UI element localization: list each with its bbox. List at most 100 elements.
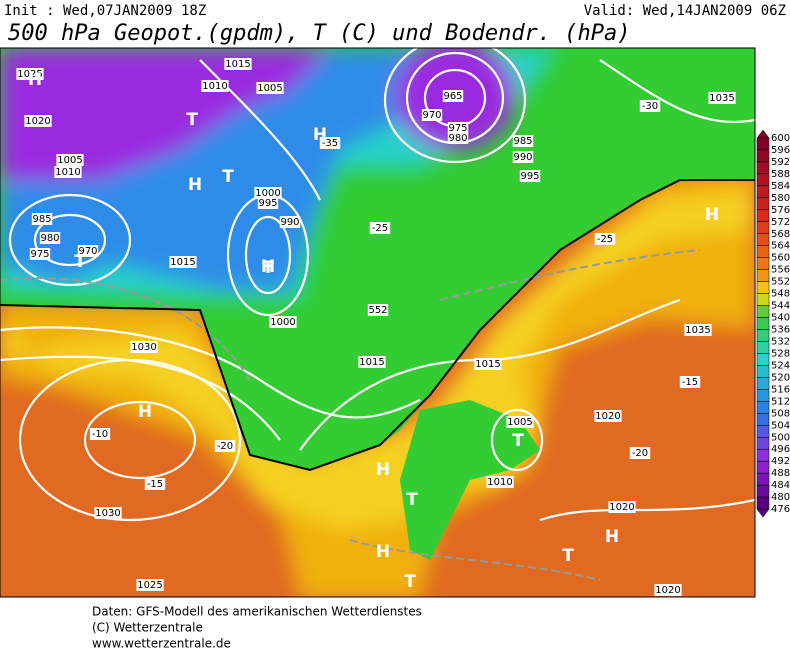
colorbar-label: 556 bbox=[771, 265, 790, 276]
isoline-label-bg bbox=[639, 100, 661, 112]
isoline-label: 980 bbox=[40, 233, 59, 244]
isoline-label-bg bbox=[594, 410, 622, 422]
colorbar-cell bbox=[756, 197, 770, 211]
isoline-label: 985 bbox=[32, 214, 51, 225]
colorbar-cell bbox=[756, 185, 770, 199]
colorbar-label: 544 bbox=[771, 301, 790, 312]
colorbar-label: 592 bbox=[771, 157, 790, 168]
colorbar-label: 508 bbox=[771, 408, 790, 419]
isoline-label-bg bbox=[519, 170, 541, 182]
isoline-label-bg bbox=[144, 478, 166, 490]
pressure-center: H bbox=[605, 527, 619, 547]
colorbar-label: 564 bbox=[771, 241, 790, 252]
colorbar-label: 528 bbox=[771, 348, 790, 359]
colorbar-cell bbox=[756, 137, 770, 151]
colorbar-label: 548 bbox=[771, 289, 790, 300]
isoline-label-bg bbox=[89, 428, 111, 440]
init-text: Init : Wed,07JAN2009 18Z bbox=[4, 3, 206, 19]
isoline-label: -20 bbox=[217, 441, 233, 452]
isoline-label: 985 bbox=[513, 136, 532, 147]
isoline-label-bg bbox=[442, 90, 464, 102]
colorbar-label: 520 bbox=[771, 372, 790, 383]
colorbar-cap bbox=[756, 508, 770, 518]
pressure-center: H bbox=[188, 175, 202, 195]
colorbar-label: 524 bbox=[771, 360, 790, 371]
colorbar-cell bbox=[756, 401, 770, 414]
isoline-label: 1030 bbox=[95, 508, 120, 519]
pressure-center: H bbox=[261, 257, 275, 277]
colorbar-cell bbox=[756, 317, 770, 330]
isoline-label: 1005 bbox=[507, 417, 532, 428]
colorbar-label: 572 bbox=[771, 217, 790, 228]
isoline-label: 1010 bbox=[202, 81, 227, 92]
isoline-label-bg bbox=[608, 501, 636, 513]
colorbar-label: 516 bbox=[771, 384, 790, 395]
colorbar-cell bbox=[756, 293, 770, 306]
isoline-label: 552 bbox=[368, 305, 387, 316]
isoline-label: 1035 bbox=[709, 93, 734, 104]
colorbar-cell bbox=[756, 365, 770, 378]
colorbar-cell bbox=[756, 484, 770, 498]
isoline-label-bg bbox=[447, 122, 469, 134]
isoline-label-bg bbox=[486, 476, 514, 488]
colorbar-label: 496 bbox=[771, 444, 790, 455]
colorbar-cell bbox=[756, 149, 770, 163]
isoline-label-bg bbox=[512, 135, 534, 147]
colorbar-label: 476 bbox=[771, 504, 790, 515]
isoline-label: 1035 bbox=[685, 325, 710, 336]
footer-line: (C) Wetterzentrale bbox=[92, 621, 203, 635]
colorbar-label: 596 bbox=[771, 145, 790, 156]
isoline-label: 975 bbox=[448, 123, 467, 134]
colorbar-cell bbox=[756, 269, 770, 282]
isoline-label: -20 bbox=[632, 448, 648, 459]
isoline-label: 1010 bbox=[487, 477, 512, 488]
pressure-center: T bbox=[222, 167, 234, 187]
isoline-label-bg bbox=[94, 507, 122, 519]
colorbar-cell bbox=[756, 329, 770, 342]
map-frame bbox=[0, 47, 756, 598]
colorbar-cell bbox=[756, 341, 770, 354]
colorbar-label: 488 bbox=[771, 468, 790, 479]
isoline-label-bg bbox=[358, 356, 386, 368]
isoline-label: 1020 bbox=[25, 116, 50, 127]
colorbar-cell bbox=[756, 496, 770, 510]
colorbar-cell bbox=[756, 437, 770, 450]
colorbar-cell bbox=[756, 233, 770, 246]
isoline-label-bg bbox=[201, 80, 229, 92]
colorbar-cell bbox=[756, 257, 770, 270]
colorbar-label: 568 bbox=[771, 229, 790, 240]
isoline-label: 965 bbox=[443, 91, 462, 102]
isoline-label: -30 bbox=[642, 101, 658, 112]
colorbar-label: 584 bbox=[771, 181, 790, 192]
isoline-label-bg bbox=[56, 154, 84, 166]
colorbar-label: 536 bbox=[771, 325, 790, 336]
isoline-label-bg bbox=[256, 82, 284, 94]
isoline-label: 1015 bbox=[475, 359, 500, 370]
colorbar-label: 504 bbox=[771, 420, 790, 431]
colorbar-cell bbox=[756, 448, 770, 462]
isoline-label-bg bbox=[269, 316, 297, 328]
isoline-label: 1015 bbox=[170, 257, 195, 268]
isoline-label: -10 bbox=[92, 429, 108, 440]
isoline-label: 995 bbox=[258, 198, 277, 209]
isoline-label-bg bbox=[629, 447, 651, 459]
colorbar-label: 552 bbox=[771, 277, 790, 288]
colorbar-label: 512 bbox=[771, 396, 790, 407]
pressure-center: T bbox=[562, 546, 574, 566]
isoline-label: 1020 bbox=[655, 585, 680, 596]
isoline-label-bg bbox=[169, 256, 197, 268]
colorbar-label: 588 bbox=[771, 169, 790, 180]
isoline-label-bg bbox=[224, 58, 252, 70]
isoline-label: 980 bbox=[448, 133, 467, 144]
isoline-label: 970 bbox=[78, 246, 97, 257]
colorbar-label: 560 bbox=[771, 253, 790, 264]
colorbar-cell bbox=[756, 425, 770, 438]
isoline-label-bg bbox=[130, 341, 158, 353]
colorbar-cell bbox=[756, 221, 770, 235]
isoline-label: 970 bbox=[422, 110, 441, 121]
colorbar-label: 540 bbox=[771, 313, 790, 324]
isoline-label: 1025 bbox=[17, 69, 42, 80]
colorbar-cell bbox=[756, 245, 770, 258]
